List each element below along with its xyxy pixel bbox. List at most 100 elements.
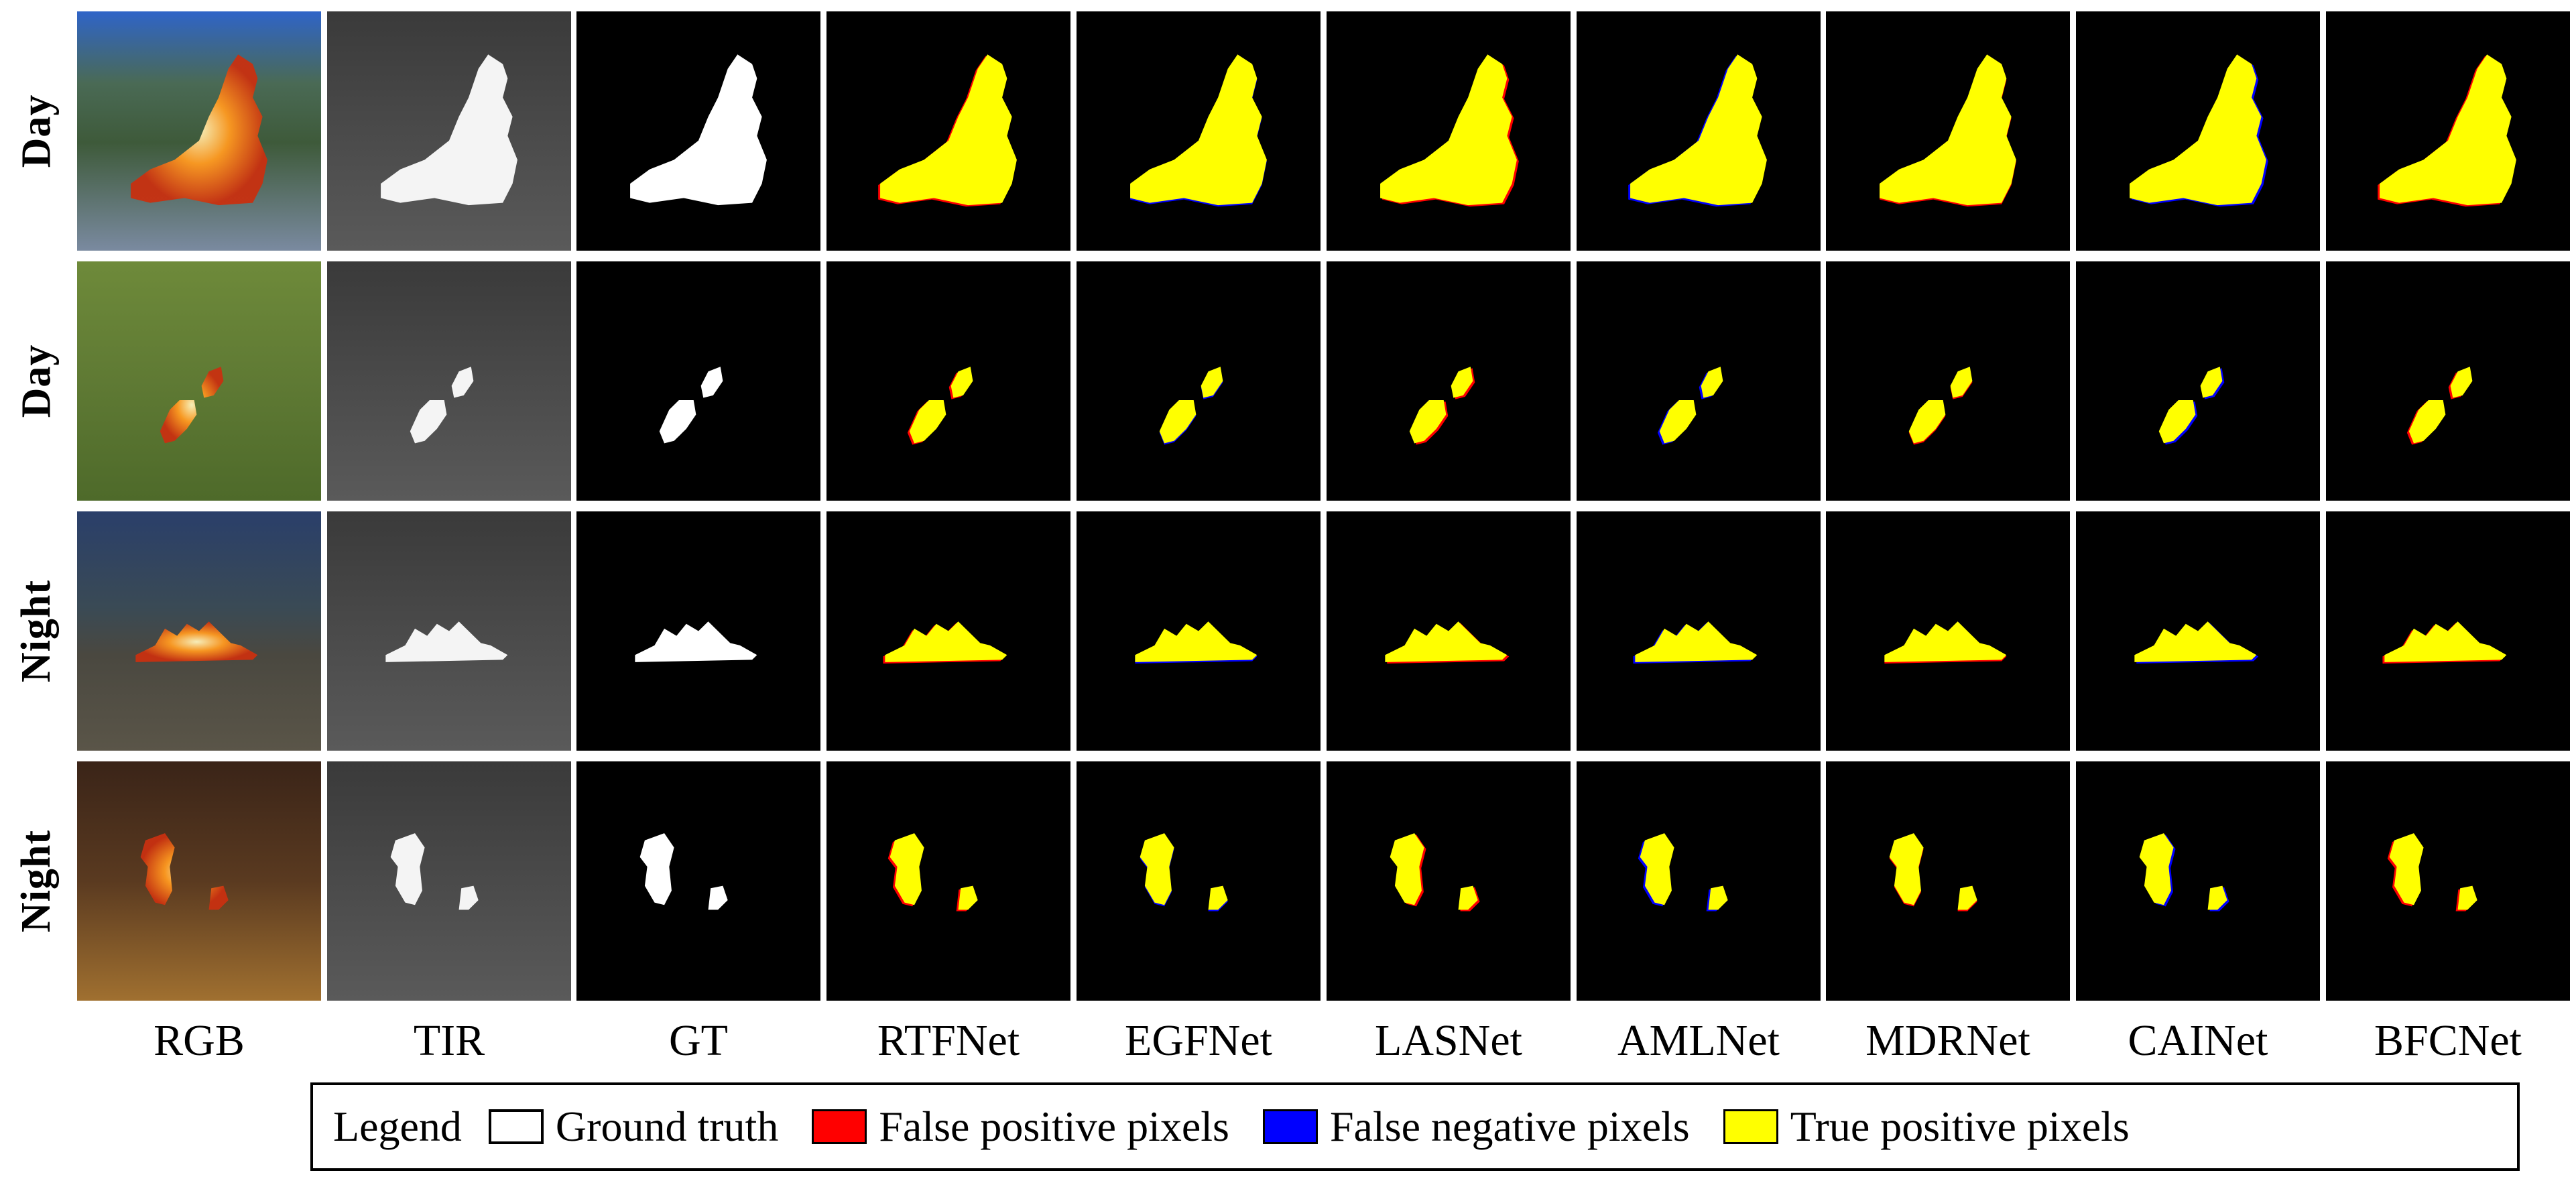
true-positive-region [2389, 833, 2477, 910]
ground-truth-region [639, 833, 728, 910]
prediction-mask [1826, 11, 2070, 251]
tile-graphic [826, 11, 1070, 251]
true-positive-region [1140, 833, 1228, 910]
legend-item-false-positive: False positive pixels [812, 1102, 1229, 1151]
tile-graphic [1577, 261, 1821, 501]
prediction-mask [2326, 761, 2570, 1001]
prediction-mask [1077, 761, 1321, 1001]
prediction-mask [2326, 11, 2570, 251]
tile-graphic [2076, 261, 2320, 501]
prediction-mask [1826, 511, 2070, 751]
true-positive-region [1135, 621, 1258, 662]
tile-graphic [826, 511, 1070, 751]
prediction-mask [1327, 761, 1571, 1001]
fire-region [135, 621, 258, 662]
tile-graphic [1077, 11, 1321, 251]
column-label: BFCNet [2374, 1016, 2522, 1065]
tile-graphic [77, 511, 321, 751]
true-positive-region [1908, 367, 1973, 444]
prediction-mask [1577, 761, 1821, 1001]
row-label: Night [0, 511, 74, 751]
tile-graphic [2076, 761, 2320, 1001]
true-positive-region [2408, 367, 2473, 444]
thermal-image [327, 261, 571, 501]
true-positive-region [2384, 621, 2507, 662]
prediction-mask [1577, 261, 1821, 501]
tile-graphic [1327, 11, 1571, 251]
tile-graphic [2076, 11, 2320, 251]
prediction-mask [2076, 11, 2320, 251]
tile-graphic [1577, 511, 1821, 751]
tile-graphic [2326, 511, 2570, 751]
true-positive-region [1159, 367, 1223, 444]
prediction-mask [826, 11, 1070, 251]
row-label-text: Day [13, 344, 60, 418]
prediction-mask [1826, 261, 2070, 501]
column-label: GT [669, 1016, 728, 1065]
tile-graphic [1826, 261, 2070, 501]
tile-graphic [576, 511, 820, 751]
column-label: RGB [154, 1016, 245, 1065]
tile-graphic [327, 11, 571, 251]
row-label-text: Night [13, 579, 60, 683]
ground-truth-region [630, 54, 767, 206]
true-positive-region [1889, 833, 1977, 910]
true-positive-region [885, 621, 1007, 662]
prediction-mask [2076, 761, 2320, 1001]
true-positive-region [1380, 54, 1517, 206]
rgb-image [77, 511, 321, 751]
tile-graphic [1826, 11, 2070, 251]
true-positive-region [890, 833, 978, 910]
tile-graphic [2076, 511, 2320, 751]
tile-graphic [77, 261, 321, 501]
true-positive-region [2158, 367, 2223, 444]
column-label: CAINet [2128, 1016, 2268, 1065]
prediction-mask [1577, 511, 1821, 751]
tile-graphic [1077, 761, 1321, 1001]
rgb-image [77, 261, 321, 501]
ground-truth-mask [576, 761, 820, 1001]
legend: Legend Ground truth False positive pixel… [310, 1082, 2520, 1171]
rgb-image [77, 11, 321, 251]
column-label: RTFNet [877, 1016, 1020, 1065]
tile-graphic [576, 761, 820, 1001]
false-positive-swatch [812, 1109, 867, 1144]
ground-truth-swatch [488, 1109, 544, 1144]
tile-graphic [826, 761, 1070, 1001]
prediction-mask [826, 261, 1070, 501]
prediction-mask [1077, 511, 1321, 751]
row-label-text: Day [13, 94, 60, 168]
tile-graphic [1826, 511, 2070, 751]
tile-graphic [2326, 11, 2570, 251]
ground-truth-mask [576, 11, 820, 251]
column-label: AMLNet [1617, 1016, 1780, 1065]
tile-graphic [1577, 761, 1821, 1001]
true-positive-region [1884, 621, 2007, 662]
ground-truth-region [659, 367, 723, 444]
prediction-mask [826, 511, 1070, 751]
thermal-image [327, 511, 571, 751]
true-positive-swatch [1723, 1109, 1778, 1144]
tile-graphic [77, 761, 321, 1001]
legend-title: Legend [333, 1103, 462, 1150]
row-label: Night [0, 761, 74, 1001]
hot-region [385, 621, 508, 662]
tile-graphic [576, 11, 820, 251]
true-positive-region [1880, 54, 2016, 206]
tile-graphic [2326, 761, 2570, 1001]
fire-region [140, 833, 229, 910]
legend-item-false-negative: False negative pixels [1262, 1102, 1690, 1151]
fire-region [160, 367, 224, 444]
fire-region [131, 54, 267, 206]
tile-graphic [1577, 11, 1821, 251]
true-positive-region [1130, 54, 1267, 206]
false-negative-swatch [1262, 1109, 1318, 1144]
true-positive-region [1390, 833, 1478, 910]
prediction-mask [1327, 511, 1571, 751]
legend-label: Ground truth [555, 1103, 779, 1150]
tile-graphic [2326, 261, 2570, 501]
prediction-mask [1077, 11, 1321, 251]
true-positive-region [909, 367, 973, 444]
column-label: LASNet [1375, 1016, 1522, 1065]
true-positive-region [2380, 54, 2516, 206]
